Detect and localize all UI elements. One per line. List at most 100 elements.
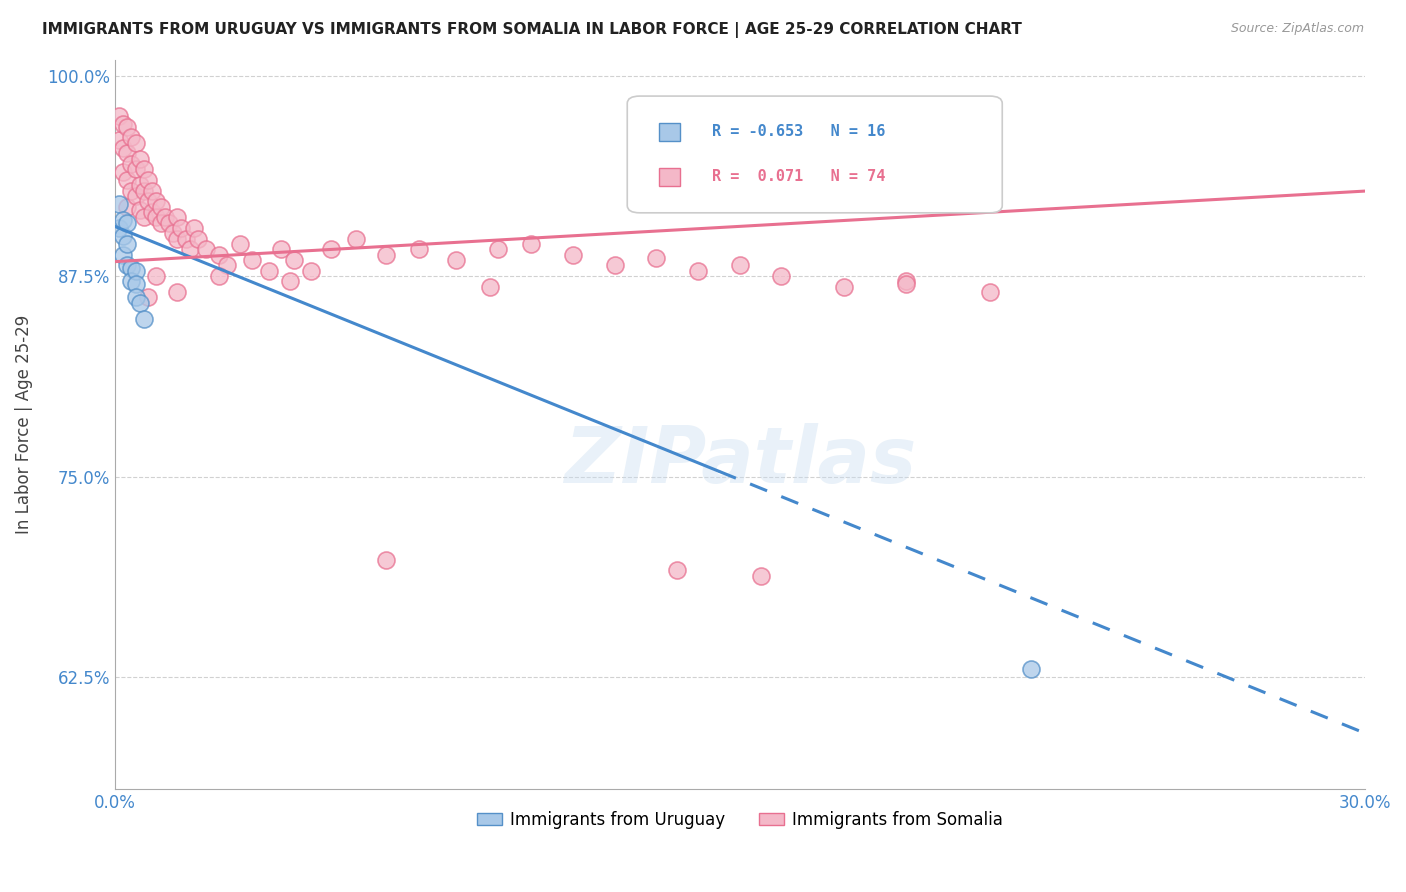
Text: Source: ZipAtlas.com: Source: ZipAtlas.com [1230,22,1364,36]
Point [979,285,1001,299]
Point [117,200,139,214]
Point [120,129,142,144]
Text: R =  0.071   N = 74: R = 0.071 N = 74 [713,169,886,185]
Point [446,253,468,268]
Point [112,165,135,179]
Point [520,237,543,252]
Point [770,269,793,284]
Point [486,242,509,256]
Point [666,562,689,576]
Point [132,312,155,326]
Point [108,221,131,235]
Point [257,264,280,278]
Point [208,248,231,262]
Point [174,232,197,246]
Point [117,258,139,272]
Point [108,109,131,123]
Point [321,242,343,256]
Point [112,213,135,227]
Point [896,277,918,291]
Point [240,253,263,268]
Point [136,173,159,187]
Point [183,221,205,235]
Point [112,141,135,155]
Point [120,184,142,198]
Point [120,157,142,171]
Point [478,280,501,294]
Point [141,205,163,219]
Point [832,280,855,294]
Point [688,264,710,278]
Point [132,210,155,224]
Point [166,232,188,246]
Point [112,229,135,244]
Point [128,152,150,166]
Point [117,120,139,134]
FancyBboxPatch shape [627,96,1002,213]
Point [157,216,180,230]
Point [283,253,305,268]
Point [128,203,150,218]
Point [374,553,396,567]
Bar [658,123,681,141]
Point [896,274,918,288]
Point [145,194,167,208]
Point [166,285,188,299]
Point [145,210,167,224]
Point [217,258,239,272]
Point [270,242,292,256]
Point [136,290,159,304]
Point [132,161,155,176]
Point [299,264,322,278]
Point [141,184,163,198]
Point [408,242,430,256]
Text: IMMIGRANTS FROM URUGUAY VS IMMIGRANTS FROM SOMALIA IN LABOR FORCE | AGE 25-29 CO: IMMIGRANTS FROM URUGUAY VS IMMIGRANTS FR… [42,22,1022,38]
Point [124,189,146,203]
Point [195,242,218,256]
Point [162,226,184,240]
Text: ZIPatlas: ZIPatlas [564,423,915,499]
Point [374,248,396,262]
Point [117,173,139,187]
Point [645,252,668,266]
Point [112,117,135,131]
Point [124,264,146,278]
Point [120,274,142,288]
Legend: Immigrants from Uruguay, Immigrants from Somalia: Immigrants from Uruguay, Immigrants from… [470,805,1010,836]
Point [749,569,772,583]
Point [229,237,252,252]
Point [187,232,209,246]
Point [132,184,155,198]
Point [124,277,146,291]
Point [149,216,172,230]
Point [128,296,150,310]
Point [117,237,139,252]
Point [153,210,176,224]
Point [112,248,135,262]
Point [117,216,139,230]
Point [108,197,131,211]
Point [108,133,131,147]
Point [124,290,146,304]
Point [170,221,193,235]
Bar [658,168,681,186]
Point [344,232,367,246]
Point [124,161,146,176]
Text: R = -0.653   N = 16: R = -0.653 N = 16 [713,125,886,139]
Point [208,269,231,284]
Point [136,194,159,208]
Point [149,200,172,214]
Point [603,258,626,272]
Point [117,145,139,160]
Point [1021,662,1043,676]
Point [145,269,167,284]
Point [562,248,585,262]
Point [179,242,201,256]
Point [128,178,150,192]
Point [166,210,188,224]
Point [120,261,142,276]
Point [278,274,301,288]
Point [728,258,751,272]
Y-axis label: In Labor Force | Age 25-29: In Labor Force | Age 25-29 [15,315,32,534]
Point [124,136,146,150]
